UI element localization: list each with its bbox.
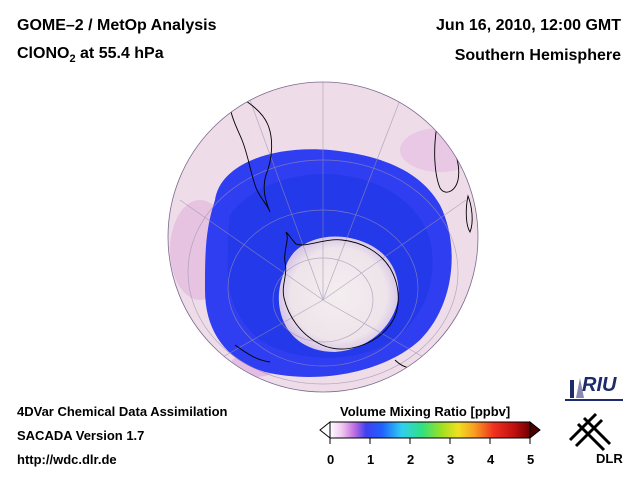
footer-method: 4DVar Chemical Data Assimilation [17, 404, 228, 419]
footer-version: SACADA Version 1.7 [17, 428, 145, 443]
colorbar-over-arrow [529, 420, 541, 440]
species-prefix: ClONO [17, 45, 70, 62]
dlr-logo-text: DLR [596, 451, 623, 466]
species-label: ClONO2 at 55.4 hPa [17, 45, 164, 65]
colorbar [319, 420, 541, 444]
colorbar-tick-label: 1 [367, 452, 375, 467]
colorbar-tick-label: 2 [407, 452, 415, 467]
riu-logo-graphic [565, 378, 623, 401]
graticule [179, 82, 467, 385]
riu-logo: RIU [582, 374, 616, 397]
colorbar-tick-label: 3 [447, 452, 455, 467]
colorbar-gradient [329, 421, 531, 439]
species-suffix: at 55.4 hPa [75, 45, 164, 62]
species-subscript: 2 [69, 53, 76, 66]
riu-logo-text: RIU [582, 374, 617, 396]
colorbar-ticks [329, 438, 531, 444]
datetime-label: Jun 16, 2010, 12:00 GMT [436, 17, 621, 34]
globe-outline [167, 81, 479, 393]
colorbar-under-arrow [319, 420, 331, 440]
title-line1: GOME–2 / MetOp Analysis [17, 17, 217, 34]
globe [167, 81, 479, 393]
polar-region [278, 236, 399, 352]
colorbar-tick-label: 0 [327, 452, 335, 467]
footer-url[interactable]: http://wdc.dlr.de [17, 452, 117, 467]
region-label: Southern Hemisphere [454, 47, 621, 64]
colorbar-tick-label: 4 [487, 452, 495, 467]
colorbar-title: Volume Mixing Ratio [ppbv] [340, 404, 511, 419]
dlr-logo-graphic [568, 412, 612, 452]
colorbar-tick-label: 5 [527, 452, 535, 467]
pink-patch-northeast [400, 128, 478, 172]
